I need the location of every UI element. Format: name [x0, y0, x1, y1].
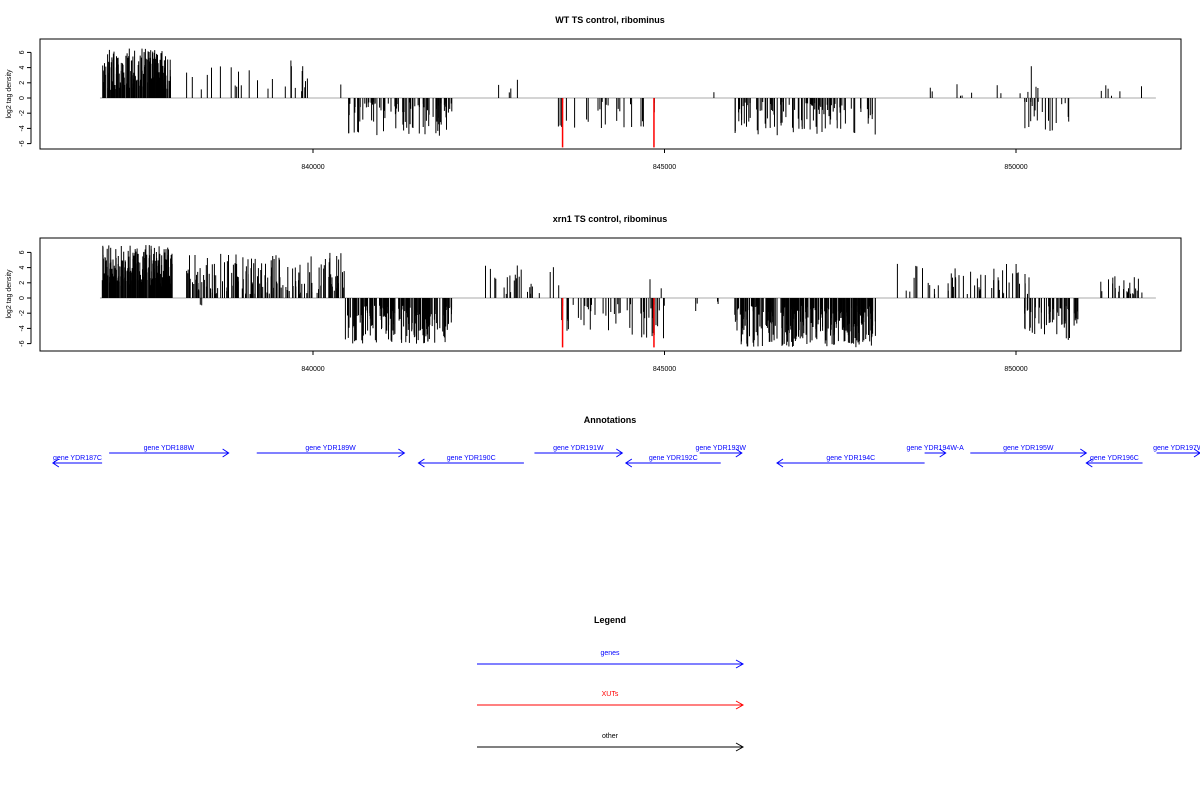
- gene-label: gene YDR195W: [1003, 445, 1054, 452]
- gene-label: gene YDR192C: [649, 455, 698, 462]
- legend-arrowhead: [735, 742, 745, 752]
- xrn1-x-tick-label: 845000: [653, 366, 676, 373]
- xrn1-y-tick-label: 6: [19, 250, 26, 254]
- xrn1-y-tick-label: 0: [19, 296, 26, 300]
- wt-y-tick-label: 6: [19, 50, 26, 54]
- gene-gene-ydr196c: gene YDR196C: [1085, 455, 1143, 468]
- xrn1-y-tick-label: -4: [19, 325, 26, 331]
- xrn1-y-tick-label: 2: [19, 281, 26, 285]
- gene-label: gene YDR197W: [1153, 445, 1200, 452]
- annotations-title: Annotations: [584, 415, 637, 425]
- wt-xut-highlights: [561, 98, 655, 148]
- legend-arrowhead: [735, 659, 745, 669]
- wt-x-tick-label: 840000: [301, 164, 324, 171]
- gene-label: gene YDR194C: [826, 455, 875, 462]
- wt-y-tick-label: 4: [19, 66, 26, 70]
- xrn1-xut-highlights: [561, 298, 655, 348]
- gene-label: gene YDR196C: [1090, 455, 1139, 462]
- gene-gene-ydr187c: gene YDR187C: [51, 455, 103, 468]
- gene-label: gene YDR188W: [144, 445, 195, 452]
- gene-gene-ydr188w: gene YDR188W: [109, 445, 230, 458]
- wt-y-axis: 6 4 2 0 -2 -4 -6: [19, 50, 32, 147]
- legend-label: genes: [600, 650, 620, 657]
- xrn1-x-axis: 840000 845000 850000: [301, 351, 1028, 373]
- xrn1-y-axis-label: log2 tag density: [6, 269, 13, 319]
- xrn1-coverage-bars: [101, 245, 1143, 348]
- legend-item-genes: genes: [477, 650, 745, 669]
- xrn1-y-tick-label: -6: [19, 340, 26, 346]
- gene-gene-ydr192c: gene YDR192C: [624, 455, 721, 468]
- legend-title: Legend: [594, 615, 626, 625]
- wt-y-axis-label: log2 tag density: [6, 69, 13, 119]
- wt-y-tick-label: -2: [19, 110, 26, 116]
- gene-gene-ydr195w: gene YDR195W: [970, 445, 1088, 458]
- wt-plot-frame: [39, 38, 1182, 150]
- legend: Legend genes XUTs other: [477, 615, 745, 752]
- legend-item-xuts: XUTs: [477, 691, 745, 710]
- xrn1-x-tick-label: 850000: [1004, 366, 1027, 373]
- gene-arrowhead: [417, 458, 425, 468]
- wt-x-tick-label: 850000: [1004, 164, 1027, 171]
- gene-arrowhead: [1193, 448, 1200, 458]
- wt-y-tick-label: -6: [19, 140, 26, 146]
- gene-gene-ydr197w: gene YDR197W: [1153, 445, 1200, 458]
- gene-arrows: gene YDR187C gene YDR188W gene YDR189W gene…: [51, 445, 1200, 468]
- gene-gene-ydr190c: gene YDR190C: [417, 455, 524, 468]
- gene-gene-ydr193w: gene YDR193W: [696, 445, 747, 458]
- gene-arrowhead: [1085, 458, 1093, 468]
- gene-arrowhead: [776, 458, 784, 468]
- gene-arrowhead: [616, 448, 624, 458]
- xrn1-y-axis: 6 4 2 0 -2 -4 -6: [19, 250, 32, 347]
- legend-label: XUTs: [602, 691, 619, 698]
- gene-arrowhead: [939, 448, 947, 458]
- gene-label: gene YDR190C: [447, 455, 496, 462]
- xrn1-x-tick-label: 840000: [301, 366, 324, 373]
- gene-gene-ydr189w: gene YDR189W: [256, 445, 406, 458]
- xrn1-y-tick-label: 4: [19, 266, 26, 270]
- gene-gene-ydr194c: gene YDR194C: [776, 455, 925, 468]
- gene-arrowhead: [398, 448, 406, 458]
- gene-arrowhead: [222, 448, 230, 458]
- gene-label: gene YDR191W: [553, 445, 604, 452]
- gene-label: gene YDR193W: [696, 445, 747, 452]
- legend-label: other: [602, 733, 619, 740]
- wt-coverage-panel: WT TS control, ribominus log2 tag densit…: [6, 15, 1182, 171]
- xrn1-y-tick-label: -2: [19, 310, 26, 316]
- gene-label: gene YDR187C: [53, 455, 102, 462]
- legend-item-other: other: [477, 733, 745, 752]
- xrn1-plot-frame: [39, 237, 1182, 352]
- gene-gene-ydr191w: gene YDR191W: [534, 445, 624, 458]
- wt-x-tick-label: 845000: [653, 164, 676, 171]
- gene-arrowhead: [51, 458, 60, 468]
- xrn1-coverage-panel: xrn1 TS control, ribominus log2 tag dens…: [6, 214, 1182, 373]
- wt-y-tick-label: 2: [19, 81, 26, 85]
- xrn1-panel-title: xrn1 TS control, ribominus: [553, 214, 668, 224]
- wt-coverage-bars: [102, 48, 1142, 136]
- gene-label: gene YDR189W: [305, 445, 356, 452]
- wt-y-tick-label: -4: [19, 125, 26, 131]
- legend-items: genes XUTs other: [477, 650, 745, 752]
- wt-panel-title: WT TS control, ribominus: [555, 15, 665, 25]
- wt-y-tick-label: 0: [19, 96, 26, 100]
- gene-arrowhead: [735, 448, 743, 458]
- legend-arrowhead: [735, 700, 745, 710]
- gene-arrowhead: [1080, 448, 1088, 458]
- gene-label: gene YDR194W-A: [906, 445, 964, 452]
- gene-gene-ydr194w-a: gene YDR194W-A: [906, 445, 964, 458]
- gene-arrowhead: [624, 458, 633, 468]
- wt-x-axis: 840000 845000 850000: [301, 149, 1028, 171]
